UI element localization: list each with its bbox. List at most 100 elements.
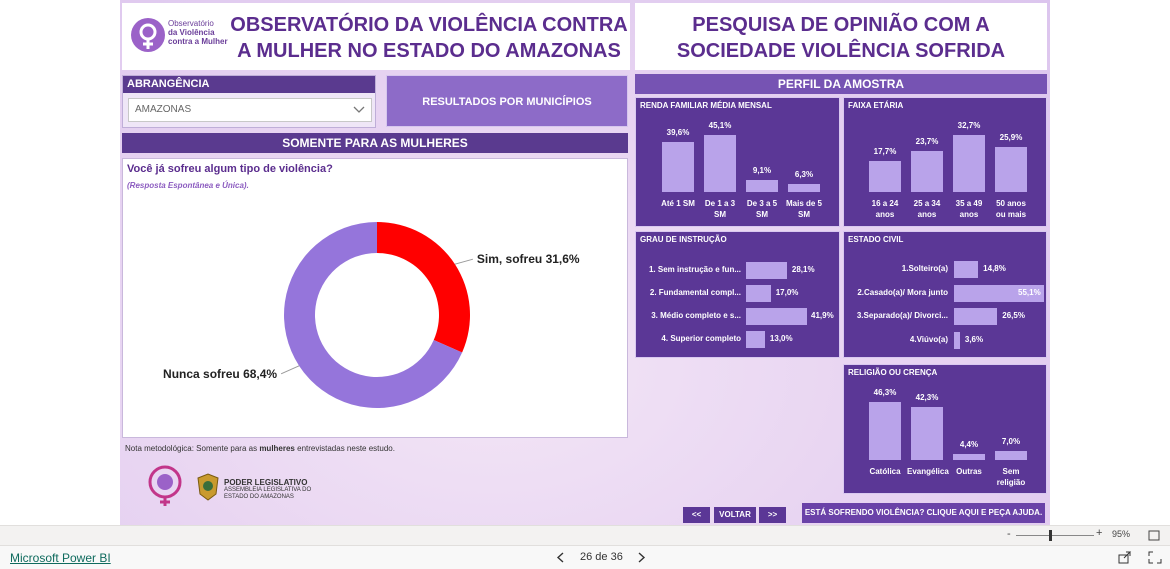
note-text: entrevistadas neste estudo. bbox=[294, 444, 395, 453]
chart-title: GRAU DE INSTRUÇÃO bbox=[640, 235, 727, 244]
donut-slice bbox=[377, 222, 471, 353]
page-title: PESQUISA DE OPINIÃO COM A SOCIEDADE VIOL… bbox=[676, 14, 1006, 62]
donut-panel: Você já sofreu algum tipo de violência? … bbox=[122, 158, 628, 438]
x-tick-label: 35 a 49 anos bbox=[955, 199, 983, 219]
footer-logo-emblem bbox=[197, 473, 219, 501]
bar bbox=[746, 285, 771, 302]
bar bbox=[788, 184, 820, 192]
section-header: PERFIL DA AMOSTRA bbox=[635, 74, 1047, 94]
footer-logo-text: PODER LEGISLATIVO ASSEMBLEIA LEGISLATIVA… bbox=[224, 478, 311, 501]
chart-panel: FAIXA ETÁRIA 17,7% 16 a 24 anos 23,7% 25 a 3… bbox=[843, 97, 1047, 227]
bar bbox=[869, 402, 901, 460]
x-tick-label: Católica bbox=[869, 467, 901, 476]
fullscreen-icon[interactable] bbox=[1148, 551, 1162, 564]
bar bbox=[911, 407, 943, 460]
y-tick-label: 3.Separado(a)/ Divorci... bbox=[856, 311, 948, 320]
slicer-dropdown[interactable]: AMAZONAS bbox=[128, 98, 372, 122]
bar bbox=[954, 284, 1044, 302]
chart-title: ESTADO CIVIL bbox=[848, 235, 904, 244]
data-label: 4,4% bbox=[959, 440, 979, 450]
label-value: 68,4% bbox=[243, 367, 277, 381]
x-tick-label: De 3 a 5 SM bbox=[746, 199, 778, 219]
bar bbox=[869, 161, 901, 192]
data-label: Nunca sofreu 68,4% bbox=[163, 367, 277, 381]
methodology-note: Nota metodológica: Somente para as mulhe… bbox=[125, 444, 395, 453]
prev-page[interactable] bbox=[556, 552, 566, 563]
zoom-thumb[interactable] bbox=[1049, 530, 1052, 541]
data-label: 25,9% bbox=[999, 132, 1023, 142]
data-label: 39,6% bbox=[666, 127, 690, 137]
share-icon[interactable] bbox=[1118, 551, 1132, 564]
logo-text: Observatório da Violência contra a Mulhe… bbox=[168, 19, 228, 46]
label-category: Sim, sofreu bbox=[477, 252, 542, 266]
data-label: 23,7% bbox=[915, 136, 939, 146]
app-link[interactable]: Microsoft Power BI bbox=[10, 551, 111, 565]
chart-panel: RELIGIÃO OU CRENÇA 46,3% Católica 42,3% Evan… bbox=[843, 364, 1047, 494]
page-indicator: 26 de 36 bbox=[580, 551, 623, 563]
last-page-button[interactable]: >> bbox=[759, 507, 786, 523]
x-tick-label: De 1 a 3 SM bbox=[704, 199, 736, 219]
first-page-button[interactable]: << bbox=[683, 507, 710, 523]
x-tick-label: 25 a 34 anos bbox=[913, 199, 941, 219]
bar bbox=[953, 135, 985, 192]
bar bbox=[954, 331, 960, 349]
x-tick-label: Evangélica bbox=[907, 467, 949, 476]
y-tick-label: 2.Casado(a)/ Mora junto bbox=[857, 287, 948, 297]
data-label: 42,3% bbox=[915, 393, 939, 402]
zoom-out[interactable]: - bbox=[1007, 528, 1011, 540]
report-title: OBSERVATÓRIO DA VIOLÊNCIA CONTRA A MULHE… bbox=[230, 14, 628, 62]
header-right: PESQUISA DE OPINIÃO COM A SOCIEDADE VIOL… bbox=[635, 3, 1047, 70]
chart-title: Você já sofreu algum tipo de violência? bbox=[127, 163, 333, 175]
chart-panel: RENDA FAMILIAR MÉDIA MENSAL 39,6% Até 1 SM… bbox=[635, 97, 840, 227]
footer-logo-line: ASSEMBLEIA LEGISLATIVA DO bbox=[224, 487, 312, 493]
zoom-bar: - + 95% bbox=[0, 525, 1170, 545]
section-header: SOMENTE PARA AS MULHERES bbox=[122, 133, 628, 153]
leader-line bbox=[454, 258, 474, 265]
x-tick-label: Sem religião bbox=[996, 467, 1026, 487]
label-value: 31,6% bbox=[546, 252, 580, 266]
donut-chart: Sim, sofreu 31,6% Nunca sofreu 68,4% bbox=[163, 222, 580, 408]
slicer-value: AMAZONAS bbox=[135, 104, 192, 115]
bar bbox=[995, 451, 1027, 460]
data-label: 7,0% bbox=[1001, 437, 1021, 447]
bar bbox=[746, 180, 778, 192]
bar bbox=[954, 261, 979, 278]
status-bar: Microsoft Power BI 26 de 36 bbox=[0, 545, 1170, 569]
footer-logo-line: ESTADO DO AMAZONAS bbox=[224, 494, 294, 500]
chart-title: FAIXA ETÁRIA bbox=[848, 101, 904, 110]
note-text: Nota metodológica: Somente para as bbox=[125, 444, 260, 453]
data-label: 32,7% bbox=[957, 121, 981, 130]
help-button[interactable]: ESTÁ SOFRENDO VIOLÊNCIA? CLIQUE AQUI E P… bbox=[802, 503, 1045, 523]
logo-icon bbox=[131, 18, 165, 52]
logo-line: da Violência bbox=[168, 28, 215, 37]
bar bbox=[704, 135, 736, 192]
footer-logo-line: PODER LEGISLATIVO bbox=[224, 478, 308, 487]
logo-line: Observatório bbox=[168, 19, 214, 28]
zoom-in[interactable]: + bbox=[1096, 527, 1103, 539]
bar bbox=[954, 308, 998, 325]
footer-logo-observatorio bbox=[148, 465, 182, 506]
data-label: 9,1% bbox=[752, 166, 772, 176]
y-tick-label: 4. Superior completo bbox=[661, 334, 741, 343]
bar bbox=[911, 150, 943, 192]
bar bbox=[746, 308, 807, 325]
x-tick-label: 16 a 24 anos bbox=[871, 199, 899, 219]
municipios-button[interactable]: RESULTADOS POR MUNICÍPIOS bbox=[386, 75, 628, 127]
x-tick-label: 50 anos ou mais bbox=[995, 199, 1027, 219]
data-label: 6,3% bbox=[794, 170, 814, 180]
data-label: 14,8% bbox=[983, 264, 1006, 273]
bar bbox=[746, 262, 787, 279]
back-button[interactable]: VOLTAR bbox=[714, 507, 756, 523]
data-label: 3,6% bbox=[964, 334, 984, 344]
zoom-level: 95% bbox=[1112, 529, 1131, 539]
data-label: 55,1% bbox=[1018, 287, 1041, 297]
x-tick-label: Até 1 SM bbox=[661, 199, 695, 208]
zoom-track bbox=[1016, 535, 1094, 536]
y-tick-label: 1. Sem instrução e fun... bbox=[648, 265, 741, 274]
dropdown-chevron bbox=[353, 106, 365, 113]
slicer-label: ABRANGÊNCIA bbox=[123, 76, 375, 93]
data-label: 46,3% bbox=[873, 388, 897, 397]
next-page[interactable] bbox=[636, 552, 646, 563]
fit-page-icon[interactable] bbox=[1148, 530, 1160, 541]
